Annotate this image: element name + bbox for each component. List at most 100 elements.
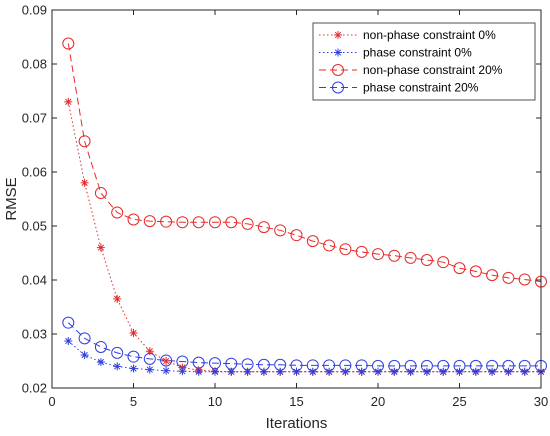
data-point — [290, 229, 303, 242]
series-phase-constraint-0- — [64, 337, 545, 376]
axes-layer — [51, 9, 542, 389]
legend: non-phase constraint 0% phase constraint … — [312, 22, 536, 101]
x-tick-label: 20 — [371, 394, 385, 409]
data-point — [127, 350, 140, 363]
data-point — [94, 340, 107, 353]
data-point — [211, 367, 219, 376]
tick-label-layer: 0 5 10 15 20 25 30 0.02 0.03 0.04 0.05 0.06 0.07 0.08… — [22, 3, 549, 410]
data-point — [259, 367, 268, 376]
data-point — [388, 249, 401, 262]
y-tick-label: 0.06 — [22, 165, 47, 180]
data-point — [308, 367, 317, 376]
data-point — [486, 269, 499, 282]
x-axis-label: Iterations — [266, 415, 328, 432]
data-point — [520, 367, 529, 376]
data-point — [243, 367, 252, 376]
data-point — [209, 216, 221, 229]
data-point — [469, 265, 482, 278]
data-point — [341, 367, 350, 376]
legend-label: phase constraint 20% — [363, 81, 479, 95]
data-point — [439, 367, 448, 376]
data-point — [390, 367, 399, 376]
y-tick-label: 0.07 — [22, 111, 47, 126]
y-tick-label: 0.08 — [22, 57, 47, 72]
data-point — [127, 213, 140, 226]
x-tick-label: 25 — [452, 394, 466, 409]
data-point — [162, 357, 171, 365]
data-point — [111, 346, 124, 359]
data-point — [80, 351, 89, 360]
legend-marker — [334, 48, 342, 57]
data-point — [96, 358, 105, 367]
data-point — [129, 328, 138, 337]
data-point — [257, 221, 270, 234]
data-point — [241, 217, 254, 230]
data-point — [176, 216, 189, 229]
data-point — [94, 187, 107, 200]
data-point — [96, 243, 105, 252]
data-point — [64, 337, 73, 346]
y-tick-label: 0.03 — [22, 327, 47, 342]
data-point — [437, 256, 450, 269]
data-point — [292, 367, 301, 376]
data-point — [306, 235, 319, 248]
data-point — [113, 362, 122, 371]
data-point — [471, 367, 480, 376]
series-layer — [62, 37, 547, 376]
data-point — [78, 332, 91, 345]
data-point — [143, 215, 156, 228]
legend-item: phase constraint 0% — [319, 46, 472, 60]
x-tick-label: 30 — [534, 394, 548, 409]
data-point — [64, 97, 73, 106]
data-point — [372, 248, 384, 261]
data-point — [145, 365, 154, 374]
x-tick-label: 5 — [130, 394, 137, 409]
data-point — [355, 245, 368, 258]
x-tick-label: 0 — [48, 394, 55, 409]
data-point — [504, 367, 513, 376]
data-point — [406, 367, 415, 376]
data-point — [62, 316, 75, 329]
series-line — [67, 43, 542, 283]
data-point — [145, 347, 154, 356]
data-point — [227, 367, 236, 376]
legend-item: non-phase constraint 20% — [319, 63, 503, 77]
y-tick-label: 0.04 — [22, 273, 47, 288]
data-point — [129, 364, 138, 373]
data-point — [325, 367, 334, 376]
data-point — [160, 215, 173, 228]
data-point — [518, 273, 531, 286]
data-point — [113, 294, 122, 303]
y-tick-label: 0.09 — [22, 3, 47, 18]
data-point — [488, 367, 497, 376]
data-point — [422, 367, 431, 376]
legend-label: phase constraint 0% — [363, 46, 472, 60]
legend-marker — [332, 64, 344, 76]
legend-item: non-phase constraint 0% — [319, 28, 496, 42]
legend-marker — [332, 81, 344, 94]
y-axis-label: RMSE — [3, 177, 20, 220]
data-point — [455, 367, 464, 376]
y-tick-label: 0.02 — [22, 381, 47, 396]
series-non-phase-constraint-20- — [62, 37, 547, 288]
data-point — [274, 224, 287, 237]
data-point — [111, 206, 124, 219]
data-point — [357, 367, 366, 376]
data-point — [160, 354, 173, 367]
x-tick-label: 10 — [208, 394, 222, 409]
data-point — [453, 262, 466, 275]
data-point — [192, 216, 205, 229]
data-point — [194, 367, 203, 376]
data-point — [80, 178, 89, 187]
data-point — [502, 271, 515, 284]
legend-box — [312, 22, 536, 101]
series-line — [67, 101, 541, 373]
data-point — [78, 135, 91, 148]
y-tick-label: 0.05 — [22, 219, 47, 234]
legend-label: non-phase constraint 0% — [363, 28, 496, 42]
x-tick-label: 15 — [289, 394, 303, 409]
data-point — [323, 239, 336, 252]
data-point — [420, 254, 433, 267]
